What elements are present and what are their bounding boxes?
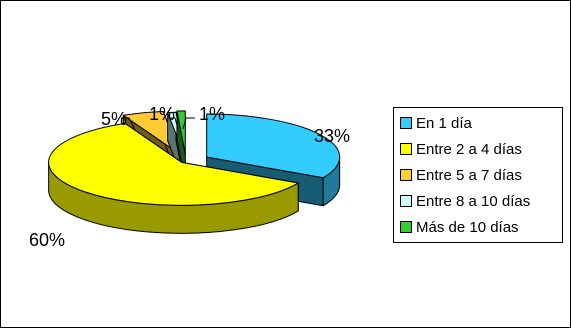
data-label: 5% (101, 109, 127, 129)
leader-line (121, 117, 136, 131)
legend-label: Entre 8 a 10 días (416, 192, 531, 210)
data-label: 60% (29, 230, 65, 250)
legend-item: Más de 10 días (400, 214, 562, 240)
data-labels: 33% 60% 5% 1% 1% (29, 104, 350, 250)
legend-swatch (400, 195, 412, 207)
legend-swatch (400, 169, 412, 181)
pie-slice (48, 122, 299, 234)
legend-item: En 1 día (400, 110, 562, 136)
legend-swatch (400, 221, 412, 233)
chart-legend: En 1 día Entre 2 a 4 días Entre 5 a 7 días… (393, 107, 563, 243)
legend-label: En 1 día (416, 114, 472, 132)
legend-label: Entre 2 a 4 días (416, 140, 522, 158)
leader-line (168, 117, 179, 130)
leader-line (182, 117, 195, 130)
data-label: 1% (149, 104, 175, 124)
legend-label: Más de 10 días (416, 218, 519, 236)
pie-slices (48, 110, 341, 234)
legend-item: Entre 2 a 4 días (400, 136, 562, 162)
legend-swatch (400, 143, 412, 155)
legend-label: Entre 5 a 7 días (416, 166, 522, 184)
leader-lines (121, 117, 195, 131)
legend-item: Entre 8 a 10 días (400, 188, 562, 214)
legend-swatch (400, 117, 412, 129)
data-label: 1% (199, 104, 225, 124)
data-label: 33% (314, 126, 350, 146)
legend-item: Entre 5 a 7 días (400, 162, 562, 188)
